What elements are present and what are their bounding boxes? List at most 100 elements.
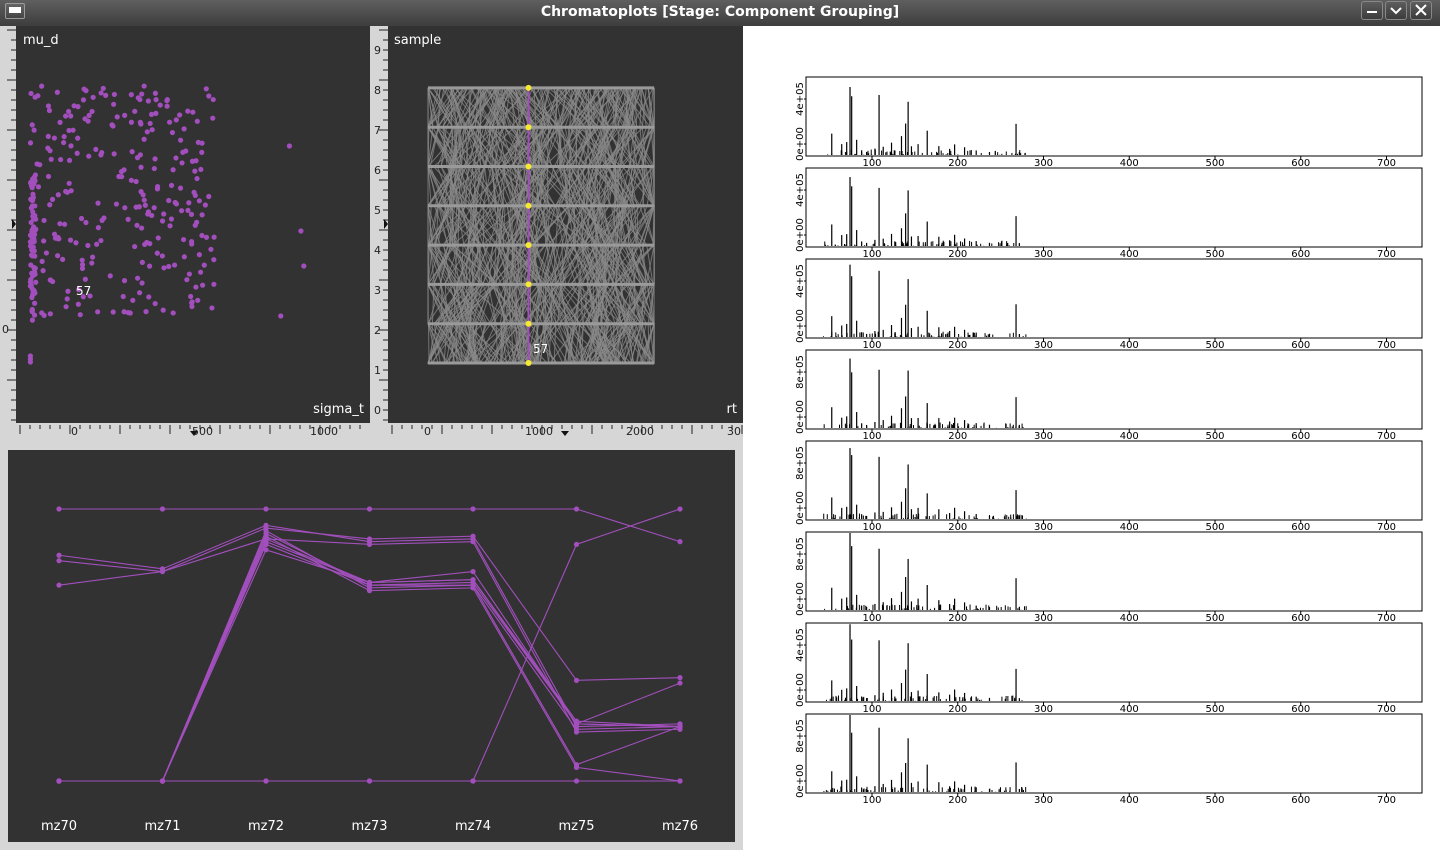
scatter-point bbox=[87, 293, 93, 299]
scatter-point bbox=[29, 180, 35, 186]
scatter-point bbox=[29, 122, 35, 128]
scatter-point bbox=[49, 196, 56, 202]
scatter-point bbox=[63, 304, 69, 310]
spectrum-x-tick-label: 500 bbox=[1205, 613, 1224, 624]
scatter-y-label: mu_d bbox=[23, 33, 59, 48]
scatter-point bbox=[128, 92, 134, 98]
scatter-point bbox=[121, 278, 128, 284]
scatter-point bbox=[76, 287, 82, 293]
spectrum-x-tick-label: 400 bbox=[1120, 704, 1139, 715]
scatter-point bbox=[31, 225, 37, 231]
time-x-tick-2000: 2000 bbox=[626, 425, 654, 438]
scatter-point bbox=[142, 202, 148, 208]
time-point-annotation: 57 bbox=[533, 342, 549, 356]
spectrum-panel: 100 200 300 400 500 600 700 0e+00 4e+05 bbox=[795, 622, 1423, 715]
scatter-plot[interactable]: mu_d sigma_t 57 bbox=[16, 26, 370, 423]
scatter-point bbox=[83, 88, 89, 94]
scatter-point bbox=[94, 241, 100, 247]
time-y-tick-3: 3 bbox=[374, 284, 381, 297]
scatter-point bbox=[188, 211, 195, 217]
parallel-coordinates-plot[interactable]: mz70 mz71 mz72 mz73 mz74 mz75 mz76 bbox=[8, 450, 735, 842]
spectrum-x-tick-label: 100 bbox=[862, 613, 881, 624]
scatter-point bbox=[55, 192, 61, 198]
scatter-point bbox=[181, 254, 187, 260]
scatter-point bbox=[129, 149, 135, 155]
time-highlight-point bbox=[525, 84, 532, 91]
scatter-point bbox=[83, 219, 89, 226]
spectrum-x-tick-label: 400 bbox=[1120, 522, 1139, 533]
spectrum-y-low-label: 0e+00 bbox=[795, 491, 806, 525]
spectrum-frame bbox=[805, 167, 1423, 248]
time-x-ruler[interactable]: 0 1000 2000 30 bbox=[388, 423, 743, 440]
spectrum-frame bbox=[805, 622, 1423, 703]
time-y-tick-4: 4 bbox=[374, 244, 381, 257]
scatter-point bbox=[194, 175, 200, 182]
scatter-point bbox=[47, 148, 53, 154]
scatter-point bbox=[184, 277, 190, 283]
scatter-x-ruler[interactable]: 0 500 1000 bbox=[16, 423, 370, 440]
scatter-point bbox=[71, 103, 77, 109]
scatter-point bbox=[109, 122, 115, 128]
scatter-point bbox=[128, 177, 134, 183]
parallel-axis-label-mz73: mz73 bbox=[351, 819, 388, 834]
parallel-series-line bbox=[58, 527, 681, 681]
spectrum-x-tick-label: 400 bbox=[1120, 431, 1139, 442]
parallel-point bbox=[573, 726, 580, 732]
spectrum-y-high-label: 8e+05 bbox=[795, 537, 806, 571]
scatter-point bbox=[177, 112, 183, 118]
scatter-point bbox=[48, 156, 54, 162]
scatter-y-slider-handle bbox=[12, 219, 16, 229]
maximize-icon[interactable] bbox=[1385, 1, 1407, 20]
scatter-point bbox=[177, 137, 184, 143]
window-menu-icon[interactable] bbox=[5, 3, 25, 19]
spectrum-x-tick-label: 500 bbox=[1205, 522, 1224, 533]
spectrum-x-tick-label: 400 bbox=[1120, 613, 1139, 624]
scatter-y-ruler[interactable]: 0 bbox=[0, 26, 16, 423]
scatter-point bbox=[29, 307, 35, 314]
time-y-tick-1: 1 bbox=[374, 364, 381, 377]
scatter-point bbox=[154, 250, 160, 256]
spectrum-x-tick-label: 100 bbox=[862, 522, 881, 533]
parallel-point bbox=[573, 721, 580, 727]
scatter-point bbox=[160, 307, 166, 313]
scatter-point bbox=[194, 219, 200, 225]
spectrum-x-tick-label: 200 bbox=[948, 340, 967, 351]
scatter-point bbox=[27, 359, 33, 365]
scatter-point bbox=[111, 91, 117, 98]
scatter-point bbox=[57, 119, 63, 125]
spectrum-x-tick-label: 200 bbox=[948, 522, 967, 533]
scatter-point bbox=[141, 136, 147, 142]
scatter-point bbox=[80, 97, 87, 103]
scatter-point bbox=[147, 120, 153, 127]
parallel-point bbox=[573, 762, 580, 768]
scatter-point bbox=[66, 127, 72, 134]
scatter-point bbox=[168, 216, 175, 222]
scatter-point bbox=[95, 200, 101, 206]
scatter-point bbox=[201, 262, 207, 268]
scatter-point bbox=[278, 313, 284, 319]
close-icon[interactable] bbox=[1410, 1, 1432, 20]
scatter-point bbox=[139, 91, 145, 97]
spectrum-panel: 100 200 300 400 500 600 700 0e+00 4e+05 bbox=[795, 258, 1423, 351]
scatter-point bbox=[121, 167, 127, 173]
time-y-ruler[interactable]: 0 1 2 3 4 5 6 7 8 9 bbox=[372, 26, 388, 423]
scatter-point bbox=[29, 317, 36, 323]
time-highlight-point bbox=[525, 360, 532, 366]
time-plot[interactable]: sample rt 57 bbox=[388, 26, 743, 423]
scatter-point bbox=[141, 197, 147, 203]
scatter-point bbox=[61, 134, 67, 140]
spectrum-panel: 100 200 300 400 500 600 700 0e+00 4e+05 bbox=[795, 167, 1423, 260]
spectrum-panel: 100 200 300 400 500 600 700 0e+00 8e+05 bbox=[795, 713, 1423, 806]
spectrum-y-high-label: 4e+05 bbox=[795, 628, 806, 662]
spectrum-x-tick-label: 700 bbox=[1377, 795, 1396, 806]
scatter-point bbox=[199, 149, 205, 155]
scatter-point bbox=[195, 297, 201, 303]
spectrum-x-tick-label: 400 bbox=[1120, 249, 1139, 260]
scatter-point bbox=[211, 281, 217, 287]
scatter-point bbox=[79, 262, 86, 268]
spectrum-x-tick-label: 100 bbox=[862, 158, 881, 169]
scatter-point bbox=[31, 127, 37, 133]
time-y-tick-9: 9 bbox=[374, 44, 381, 57]
minimize-icon[interactable] bbox=[1361, 1, 1383, 20]
scatter-point bbox=[120, 293, 126, 300]
